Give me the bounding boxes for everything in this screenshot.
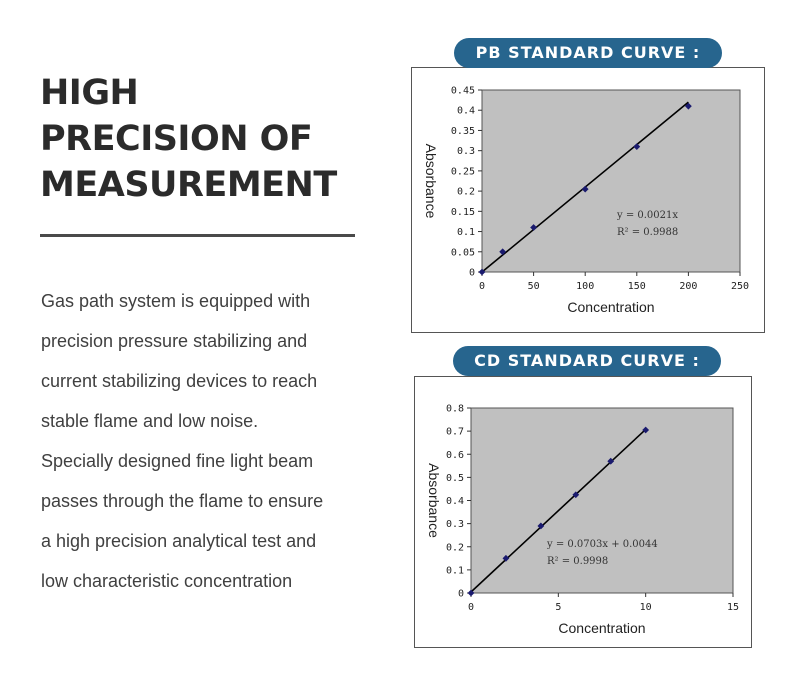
description-line: low characteristic concentration [41, 571, 293, 591]
data-point [572, 491, 580, 499]
equation-annotation: R² = 0.9998 [547, 556, 608, 567]
x-tick-label: 5 [555, 602, 561, 613]
description-line: current stabilizing devices to reach [41, 371, 318, 391]
y-tick-label: 0.4 [457, 106, 475, 117]
data-point [607, 457, 615, 465]
y-tick-label: 0.25 [451, 166, 475, 177]
equation-annotation: y = 0.0703x + 0.0044 [546, 539, 658, 550]
headline-line: HIGH [40, 73, 139, 113]
data-point [530, 224, 537, 231]
equation-annotation: R² = 0.9988 [617, 227, 678, 238]
x-tick-label: 250 [731, 281, 749, 292]
headline-line: PRECISION OF [40, 119, 313, 159]
x-tick-label: 0 [468, 602, 474, 613]
y-tick-label: 0.15 [451, 207, 475, 218]
description-line: passes through the flame to ensure [41, 491, 324, 511]
x-tick-label: 15 [727, 602, 739, 613]
x-axis-label: Concentration [567, 299, 654, 315]
y-tick-label: 0.45 [451, 86, 475, 97]
y-tick-label: 0 [458, 589, 464, 600]
data-point [537, 522, 545, 530]
y-tick-label: 0.8 [446, 404, 464, 415]
cd-chart-frame: 0 0.1 0.2 0.3 0.4 0.5 0.6 0.7 0.8 0 5 10 15 Concentra… [414, 376, 752, 648]
y-tick-label: 0.5 [446, 473, 464, 484]
equation-annotation: y = 0.0021x [616, 210, 678, 221]
data-point [581, 185, 589, 193]
data-point [633, 143, 641, 151]
x-tick-label: 50 [528, 281, 540, 292]
pb-curve-title: PB STANDARD CURVE : [454, 38, 722, 68]
y-axis-label: Absorbance [426, 463, 442, 538]
y-tick-label: 0.3 [457, 146, 475, 157]
x-axis-label: Concentration [558, 620, 645, 636]
plot-area [481, 89, 741, 273]
headline-line: MEASUREMENT [40, 165, 337, 205]
x-tick-label: 0 [479, 281, 485, 292]
y-tick-label: 0.2 [457, 187, 475, 198]
y-tick-label: 0.1 [446, 565, 464, 576]
data-point [499, 248, 507, 256]
pb-standard-curve-chart: 0 0.05 0.1 0.15 0.2 0.25 0.3 0.35 0.4 0.45 0 50 100 1… [423, 86, 749, 316]
y-axis-label: Absorbance [423, 144, 439, 219]
data-point [467, 589, 475, 597]
y-tick-label: 0.4 [446, 496, 464, 507]
cd-standard-curve-chart: 0 0.1 0.2 0.3 0.4 0.5 0.6 0.7 0.8 0 5 10 15 Concentra… [426, 404, 739, 637]
description-line: stable flame and low noise. [41, 411, 259, 431]
pb-chart-frame: 0 0.05 0.1 0.15 0.2 0.25 0.3 0.35 0.4 0.45 0 50 100 1… [411, 67, 765, 333]
y-tick-label: 0.7 [446, 427, 464, 438]
y-tick-label: 0.2 [446, 542, 464, 553]
page-headline: HIGH PRECISION OF MEASUREMENT [40, 70, 337, 208]
data-point [685, 102, 692, 110]
description-line: precision pressure stabilizing and [41, 331, 308, 351]
divider-rule [40, 234, 355, 237]
description-line: Gas path system is equipped with [41, 291, 311, 311]
cd-curve-title: CD STANDARD CURVE : [453, 346, 721, 376]
y-tick-label: 0.6 [446, 450, 464, 461]
x-tick-label: 100 [576, 281, 594, 292]
trend-line [470, 428, 647, 593]
description-line: a high precision analytical test and [41, 531, 317, 551]
x-tick-label: 200 [679, 281, 697, 292]
y-tick-label: 0.3 [446, 519, 464, 530]
data-point [502, 554, 510, 562]
y-tick-label: 0 [469, 268, 475, 279]
description-paragraph: Gas path system is equipped with precisi… [41, 281, 386, 601]
y-tick-label: 0.35 [451, 126, 475, 137]
x-tick-label: 10 [640, 602, 652, 613]
y-tick-label: 0.05 [451, 247, 475, 258]
description-line: Specially designed fine light beam [41, 451, 314, 471]
plot-area [470, 407, 734, 594]
x-tick-label: 150 [628, 281, 646, 292]
data-point [642, 426, 650, 434]
y-tick-label: 0.1 [457, 227, 475, 238]
